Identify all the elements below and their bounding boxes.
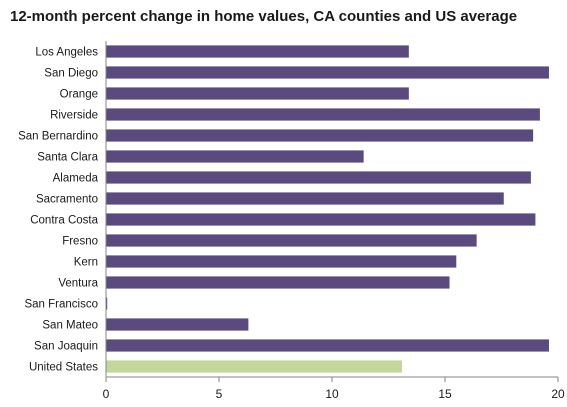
category-label-contra-costa: Contra Costa (30, 215, 98, 227)
category-label-san-francisco: San Francisco (24, 299, 98, 311)
bar-san-joaquin (106, 339, 549, 352)
bars-group (106, 45, 549, 373)
x-tick-label-15: 15 (438, 387, 452, 401)
category-label-san-diego: San Diego (44, 68, 98, 80)
category-labels: Los Angeles San Diego Orange Riverside San B… (18, 47, 99, 374)
category-label-orange: Orange (60, 89, 98, 101)
category-label-san-mateo: San Mateo (42, 320, 98, 332)
bar-san-diego (106, 66, 549, 79)
category-label-united-states: United States (29, 362, 98, 374)
category-label-sacramento: Sacramento (36, 194, 98, 206)
bar-contra-costa (106, 213, 536, 226)
bar-san-francisco (106, 297, 108, 310)
x-tick-label-5: 5 (216, 387, 223, 401)
category-label-san-joaquin: San Joaquin (34, 341, 98, 353)
bar-riverside (106, 108, 540, 121)
bar-ventura (106, 276, 450, 289)
bar-fresno (106, 234, 477, 247)
bar-santa-clara (106, 150, 364, 163)
x-axis: 0 5 10 15 20 (103, 41, 565, 401)
bar-united-states (106, 360, 403, 373)
chart-title: 12-month percent change in home values, … (10, 8, 518, 25)
category-label-ventura: Ventura (58, 278, 98, 290)
bar-alameda (106, 171, 531, 184)
x-tick-label-0: 0 (103, 387, 110, 401)
category-label-fresno: Fresno (62, 236, 98, 248)
bar-los-angeles (106, 45, 409, 58)
bar-sacramento (106, 192, 504, 205)
category-label-riverside: Riverside (50, 110, 98, 122)
bar-san-mateo (106, 318, 249, 331)
category-label-alameda: Alameda (53, 173, 99, 185)
category-label-los-angeles: Los Angeles (35, 47, 98, 59)
x-tick-label-20: 20 (551, 387, 565, 401)
bar-san-bernardino (106, 129, 534, 142)
category-label-santa-clara: Santa Clara (37, 152, 98, 164)
category-label-kern: Kern (74, 257, 98, 269)
x-tick-label-10: 10 (325, 387, 339, 401)
bar-kern (106, 255, 457, 268)
category-label-san-bernardino: San Bernardino (18, 131, 98, 143)
bar-orange (106, 87, 409, 100)
